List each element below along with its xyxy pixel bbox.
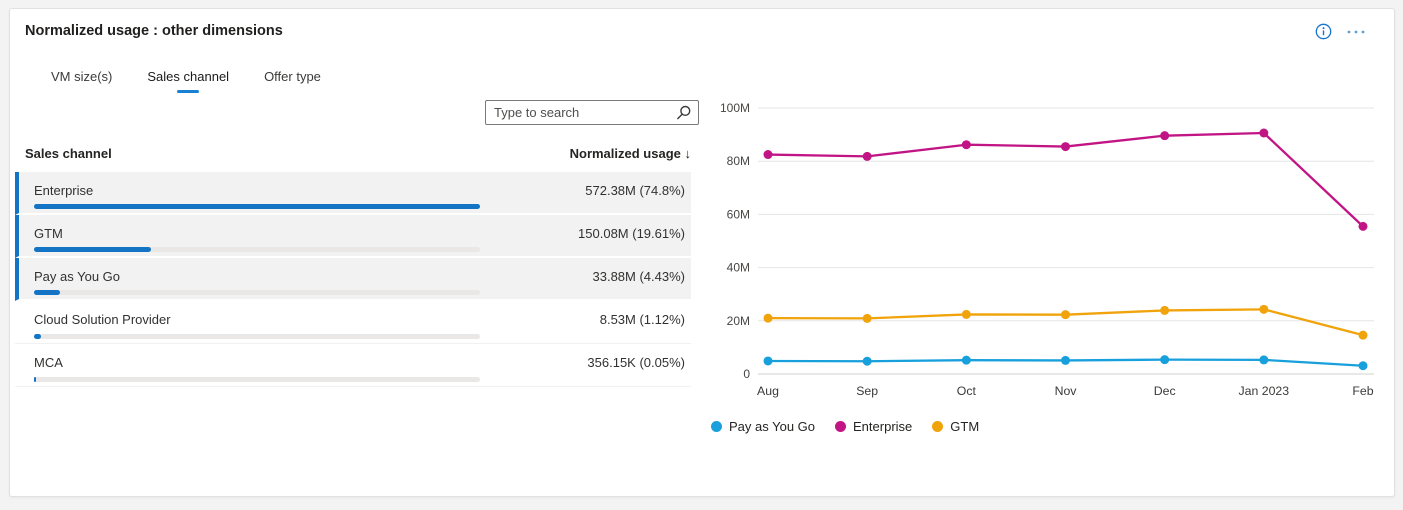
- y-axis-tick-label: 20M: [727, 314, 750, 328]
- data-point-pay-as-you-go[interactable]: [1259, 355, 1269, 365]
- row-label: Enterprise: [34, 183, 94, 198]
- legend-item-enterprise[interactable]: Enterprise: [835, 419, 912, 434]
- chart-legend: Pay as You Go Enterprise GTM: [711, 419, 979, 434]
- legend-dot-icon: [835, 421, 847, 432]
- row-label: Pay as You Go: [34, 269, 121, 284]
- x-axis-tick-label: Sep: [856, 384, 878, 398]
- legend-label: Enterprise: [853, 419, 913, 434]
- info-icon[interactable]: [1315, 23, 1332, 40]
- legend-dot-icon: [711, 421, 722, 432]
- normalized-usage-widget: Normalized usage : other dimensions VM s…: [9, 8, 1395, 497]
- usage-bar-track: [34, 204, 480, 209]
- more-options-icon[interactable]: [1346, 29, 1366, 35]
- data-point-enterprise[interactable]: [1061, 142, 1070, 152]
- tab-sales-channel[interactable]: Sales channel: [145, 65, 231, 96]
- y-axis-tick-label: 80M: [727, 154, 750, 168]
- widget-header-actions: [1315, 23, 1366, 40]
- tab-label: Offer type: [264, 69, 321, 84]
- usage-line-chart: 0 20M 40M 60M 80M 100M Aug Sep Oct Nov Dec Jan 2023…: [720, 101, 1374, 398]
- table-row-gtm[interactable]: GTM 150.08M (19.61%): [15, 215, 691, 258]
- table-row-cloud-solution-provider[interactable]: Cloud Solution Provider 8.53M (1.12%): [15, 301, 691, 344]
- data-point-gtm[interactable]: [1259, 304, 1269, 314]
- data-point-enterprise[interactable]: [1358, 221, 1368, 231]
- data-point-gtm[interactable]: [1061, 310, 1070, 320]
- row-label: Cloud Solution Provider: [34, 312, 171, 327]
- data-point-pay-as-you-go[interactable]: [1358, 361, 1368, 371]
- usage-bar: [34, 247, 151, 252]
- x-axis-tick-label: Dec: [1154, 384, 1176, 398]
- data-point-gtm[interactable]: [1160, 305, 1170, 315]
- search-icon[interactable]: [676, 105, 692, 121]
- usage-bar-track: [34, 334, 480, 339]
- legend-label: Pay as You Go: [729, 419, 816, 434]
- x-axis-tick-label: Jan 2023: [1239, 384, 1290, 398]
- tab-bar: VM size(s) Sales channel Offer type: [49, 65, 323, 96]
- usage-bar: [34, 334, 41, 339]
- table-row-pay-as-you-go[interactable]: Pay as You Go 33.88M (4.43%): [15, 258, 691, 301]
- usage-bar-track: [34, 377, 480, 382]
- legend-item-gtm[interactable]: GTM: [932, 419, 979, 434]
- data-point-enterprise[interactable]: [1160, 131, 1170, 141]
- active-tab-underline: [177, 90, 200, 93]
- data-point-enterprise[interactable]: [961, 140, 971, 150]
- data-point-pay-as-you-go[interactable]: [1160, 355, 1170, 365]
- data-point-gtm[interactable]: [1358, 330, 1368, 340]
- usage-bar-track: [34, 247, 480, 252]
- data-point-pay-as-you-go[interactable]: [862, 356, 872, 366]
- tab-vm-size-s[interactable]: VM size(s): [49, 65, 114, 96]
- sales-channel-table: Enterprise 572.38M (74.8%) GTM 150.08M (19.…: [15, 172, 691, 387]
- search-box: [485, 100, 699, 125]
- x-axis-tick-label: Aug: [757, 384, 779, 398]
- data-point-gtm[interactable]: [862, 313, 872, 323]
- y-axis-tick-label: 0: [743, 367, 750, 381]
- data-point-pay-as-you-go[interactable]: [1061, 355, 1070, 365]
- x-axis-tick-label: Oct: [957, 384, 977, 398]
- data-point-pay-as-you-go[interactable]: [763, 356, 773, 366]
- row-value: 572.38M (74.8%): [585, 183, 685, 198]
- column-header-normalized-usage[interactable]: Normalized usage ↓: [569, 146, 692, 161]
- widget-title: Normalized usage : other dimensions: [25, 23, 283, 39]
- tab-label: VM size(s): [51, 69, 113, 84]
- sort-descending-icon: ↓: [684, 146, 692, 161]
- usage-bar: [34, 377, 36, 382]
- table-row-mca[interactable]: MCA 356.15K (0.05%): [15, 344, 691, 387]
- row-value: 150.08M (19.61%): [578, 226, 685, 241]
- legend-item-pay-as-you-go[interactable]: Pay as You Go: [711, 419, 815, 434]
- usage-bar-track: [34, 290, 480, 295]
- y-axis-tick-label: 60M: [727, 207, 750, 221]
- table-header: Sales channel Normalized usage ↓: [25, 146, 691, 161]
- data-point-gtm[interactable]: [961, 309, 971, 319]
- table-row-enterprise[interactable]: Enterprise 572.38M (74.8%): [15, 172, 691, 215]
- data-point-enterprise[interactable]: [862, 151, 872, 161]
- y-axis-tick-label: 40M: [727, 261, 750, 275]
- tab-offer-type[interactable]: Offer type: [262, 65, 323, 96]
- data-point-enterprise[interactable]: [763, 150, 773, 160]
- legend-dot-icon: [932, 421, 944, 432]
- data-point-enterprise[interactable]: [1259, 128, 1269, 138]
- search-input[interactable]: [486, 101, 698, 124]
- y-axis-tick-label: 100M: [720, 101, 750, 115]
- x-axis-tick-label: Nov: [1055, 384, 1078, 398]
- tab-label: Sales channel: [147, 69, 230, 84]
- usage-bar: [34, 204, 480, 209]
- x-axis-tick-label: Feb: [1352, 384, 1373, 398]
- row-label: MCA: [34, 355, 63, 370]
- row-value: 33.88M (4.43%): [592, 269, 686, 284]
- row-value: 356.15K (0.05%): [587, 355, 685, 370]
- usage-bar: [34, 290, 61, 295]
- data-point-gtm[interactable]: [763, 313, 773, 323]
- column-header-sales-channel: Sales channel: [25, 146, 112, 161]
- row-label: GTM: [34, 226, 63, 241]
- data-point-pay-as-you-go[interactable]: [961, 355, 971, 365]
- row-value: 8.53M (1.12%): [599, 312, 685, 327]
- legend-label: GTM: [950, 419, 980, 434]
